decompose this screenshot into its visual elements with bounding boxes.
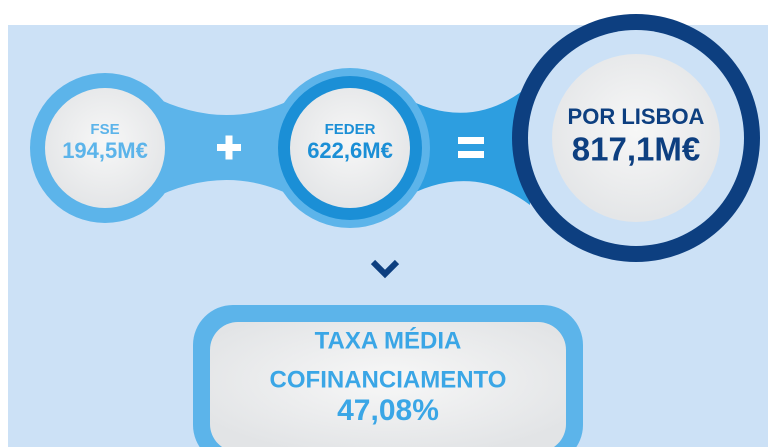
fse-label: FSE: [90, 121, 119, 138]
rate-line2: COFINANCIAMENTO: [270, 366, 507, 393]
plus: [225, 135, 233, 160]
feder-label: FEDER: [325, 121, 376, 138]
fse-value: 194,5M€: [62, 138, 148, 163]
fse-circle: [45, 88, 165, 208]
rate-line1: TAXA MÉDIA: [315, 326, 462, 354]
equals: [458, 151, 484, 158]
total-label: POR LISBOA: [568, 104, 705, 129]
chevron: [370, 259, 400, 279]
feder-value: 622,6M€: [307, 138, 393, 163]
rate-box: [210, 322, 566, 447]
connector: [400, 85, 530, 205]
feder-circle: [290, 88, 410, 208]
total-value: 817,1M€: [572, 131, 700, 168]
rate-value: 47,08%: [337, 394, 439, 427]
equals: [458, 137, 484, 144]
total-circle: [552, 54, 720, 222]
